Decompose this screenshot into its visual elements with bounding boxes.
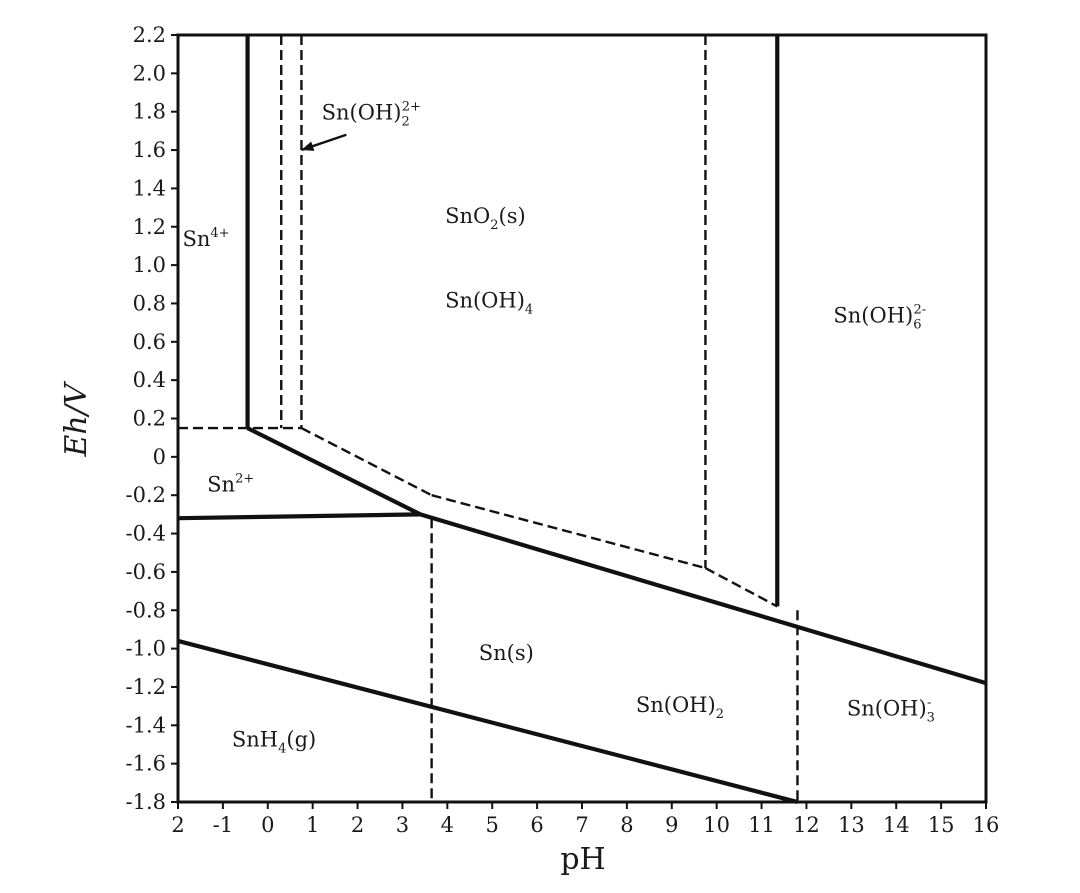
y-tick-label: 1.2 [133, 215, 166, 239]
region-label: Sn(OH)3- [847, 696, 935, 726]
region-label: Sn(OH)4 [445, 288, 533, 317]
y-axis-ticks: 2.2 2.0 1.8 1.6 1.4 1.2 1.0 0.8 0.6 0.4 0.2 0 -0.2 -0… [126, 23, 178, 814]
region-label: Sn(OH)2 [636, 693, 724, 722]
x-tick-label: 12 [793, 813, 820, 837]
dashed-boundary-line [704, 567, 778, 608]
plot-frame [176, 33, 988, 804]
y-tick-label: 2.2 [133, 23, 166, 47]
y-tick-label: 1.4 [133, 176, 166, 200]
dashed-boundary-line [300, 427, 433, 497]
x-axis-ticks: 2 -1 0 1 2 3 4 5 6 7 8 9 10 11 12 13 14 15 16 [171, 802, 999, 837]
y-tick-label: -1.6 [126, 752, 167, 776]
x-tick-label: 13 [838, 813, 865, 837]
x-tick-label: 2 [351, 813, 364, 837]
x-tick-label: 9 [665, 813, 678, 837]
y-tick-label: 2.0 [133, 61, 166, 85]
dashed-boundary-line [431, 494, 706, 570]
x-tick-label: 2 [171, 813, 184, 837]
y-tick-label: -1.2 [126, 675, 167, 699]
y-tick-label: 0.2 [133, 407, 166, 431]
x-tick-label: 4 [441, 813, 454, 837]
region-label: SnH4(g) [232, 727, 316, 756]
pointer-arrow-head [301, 141, 315, 151]
y-tick-label: -0.8 [126, 598, 167, 622]
x-tick-label: 5 [486, 813, 499, 837]
y-tick-label: 1.0 [133, 253, 166, 277]
x-axis-title: pH [560, 842, 605, 877]
region-label: Sn(OH)62- [833, 303, 926, 333]
x-tick-label: 10 [703, 813, 730, 837]
region-label: Sn4+ [182, 226, 229, 251]
y-tick-label: -1.8 [126, 790, 167, 814]
x-tick-label: -1 [213, 813, 233, 837]
y-tick-label: 1.6 [133, 138, 166, 162]
x-tick-label: 6 [530, 813, 543, 837]
solid-boundary-line [177, 512, 421, 521]
y-tick-label: 0.4 [133, 368, 166, 392]
x-tick-label: 7 [575, 813, 588, 837]
y-tick-label: 0 [153, 445, 166, 469]
solid-boundary-line [419, 512, 987, 686]
region-label: Sn(s) [479, 641, 534, 665]
region-label: Sn(OH)22+ [322, 99, 421, 129]
y-tick-label: 1.8 [133, 100, 166, 124]
solid-boundary-line [246, 426, 422, 517]
y-tick-label: -1.0 [126, 637, 167, 661]
y-axis-title: Eh/V [59, 380, 94, 457]
plot-marks [177, 35, 987, 805]
x-tick-label: 1 [306, 813, 319, 837]
region-labels: Sn4+ Sn(OH)22+ SnO2(s) Sn(OH)4 Sn(OH)62- Sn2+… [182, 99, 934, 756]
x-tick-label: 14 [883, 813, 910, 837]
y-tick-label: -0.6 [126, 560, 167, 584]
region-label: SnO2(s) [445, 204, 526, 233]
x-tick-label: 11 [748, 813, 775, 837]
y-tick-label: 0.6 [133, 330, 166, 354]
y-tick-label: -1.4 [126, 713, 167, 737]
solid-boundary-line [177, 638, 798, 805]
x-tick-label: 8 [620, 813, 633, 837]
region-label: Sn2+ [207, 471, 254, 496]
x-tick-label: 15 [928, 813, 955, 837]
y-tick-label: -0.2 [126, 483, 167, 507]
x-tick-label: 3 [396, 813, 409, 837]
y-tick-label: 0.8 [133, 291, 166, 315]
x-tick-label: 0 [261, 813, 274, 837]
x-tick-label: 16 [973, 813, 1000, 837]
y-tick-label: -0.4 [126, 522, 167, 546]
